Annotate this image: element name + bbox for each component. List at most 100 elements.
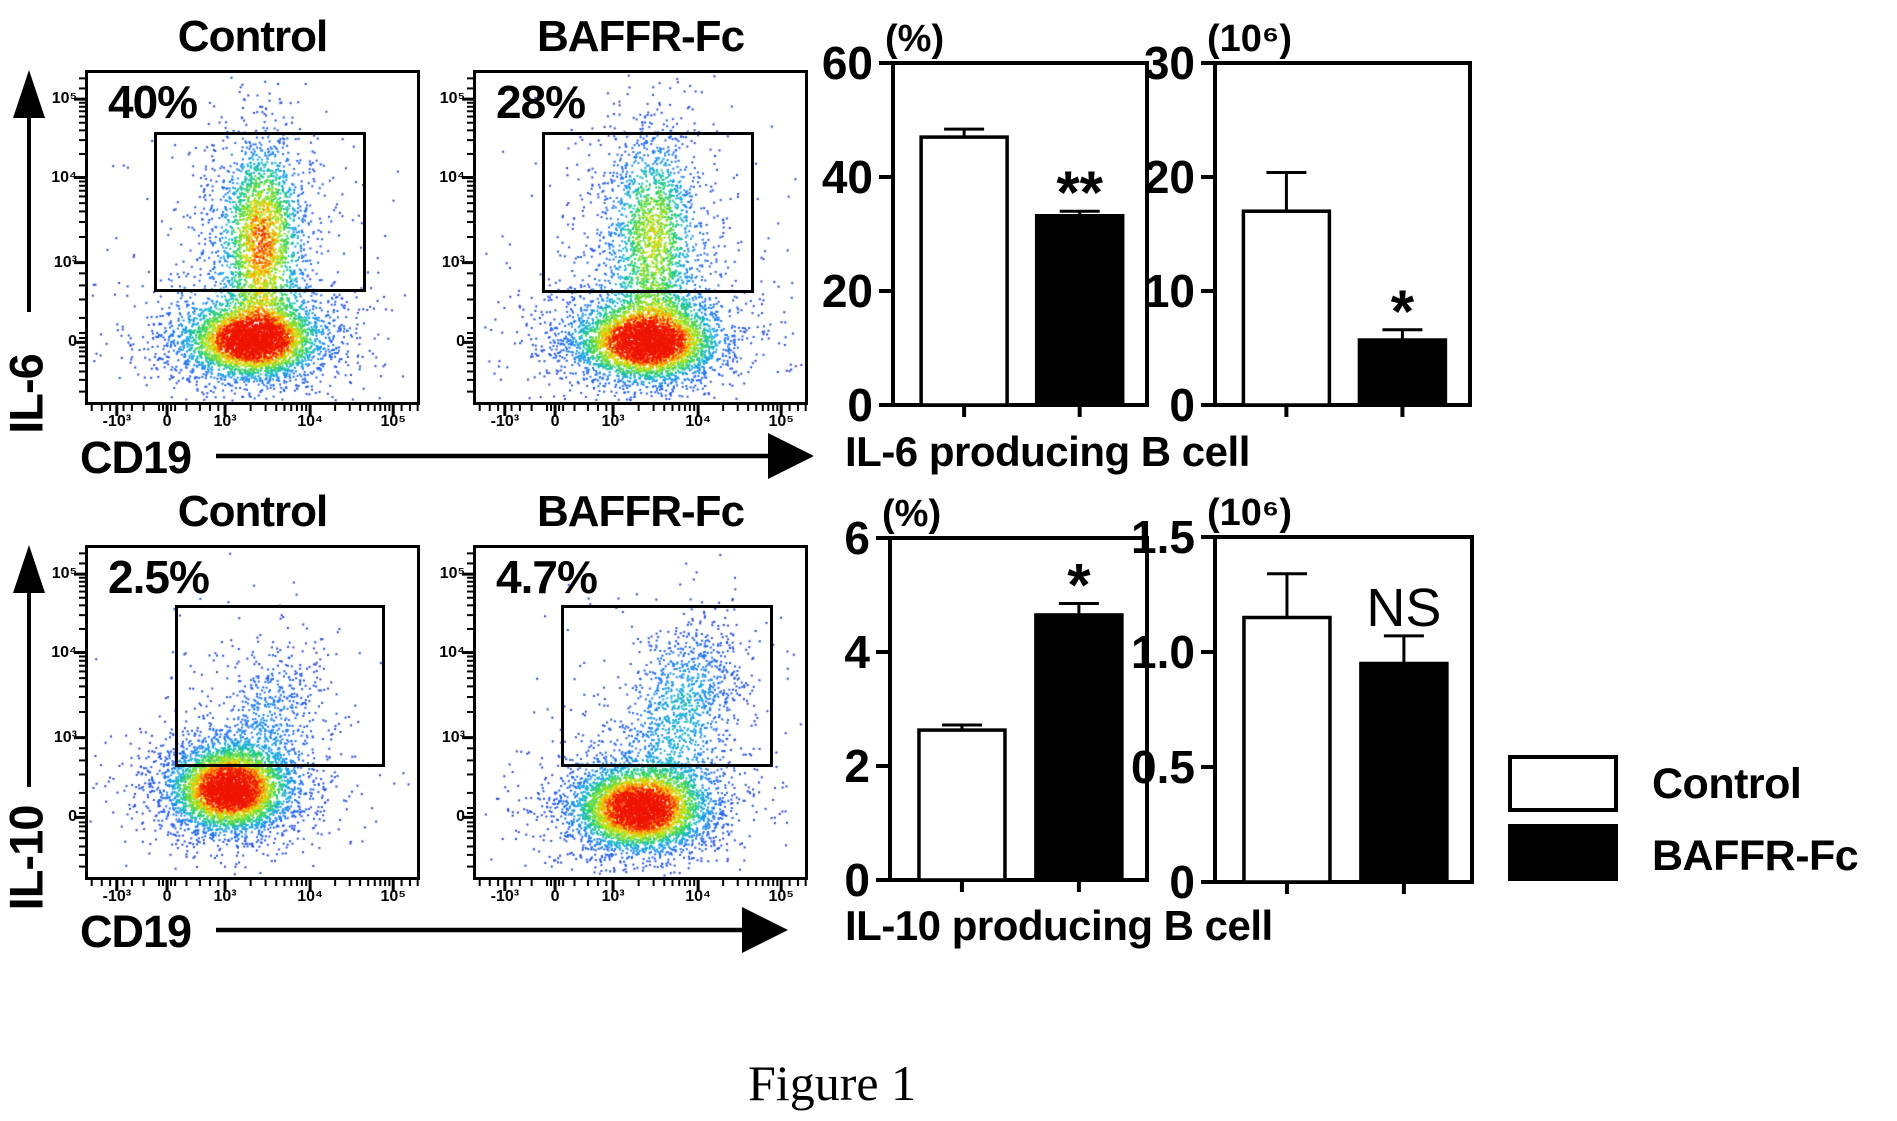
bar-baffr-fc <box>1034 214 1125 407</box>
flow-plot-il6-baffr: 28% <box>473 70 808 405</box>
bar-control <box>1241 209 1332 407</box>
x-tick-label: 10³ <box>601 888 625 905</box>
y-tick-label: 10³ <box>53 728 77 746</box>
x-tick-label: -10³ <box>490 413 520 430</box>
bar-control <box>917 728 1007 882</box>
x-tick-label: 0 <box>550 888 560 905</box>
y-tick-label: 0 <box>68 333 77 351</box>
bar-chart-frame <box>891 61 1149 407</box>
legend-label-baffr: BAFFR-Fc <box>1652 832 1859 880</box>
bar-chart-unit-label: (10⁶) <box>1207 492 1292 534</box>
flow-scatter-canvas <box>476 548 805 877</box>
flow-gate <box>560 605 774 768</box>
flow-gate <box>153 131 366 293</box>
flow-plot-il6-control: 40% <box>85 70 420 405</box>
x-tick-label: 0 <box>550 413 560 430</box>
bar-y-tick-label: 20 <box>1144 151 1195 203</box>
flow-scatter-canvas <box>476 73 805 402</box>
flow-gate <box>541 131 754 293</box>
flow-ticks-r1c0 <box>74 552 419 891</box>
x-tick-label: 10⁴ <box>685 888 711 905</box>
flow-plot-il10-baffr: 4.7% <box>473 545 808 880</box>
legend-label-control: Control <box>1652 760 1802 808</box>
flow-ticks-r0c0 <box>74 77 419 416</box>
x-axis-arrowhead-icon <box>742 907 788 953</box>
significance-label-stars: * <box>1067 552 1091 619</box>
axis-arrows <box>13 70 814 953</box>
significance-label-stars: ** <box>1056 159 1103 226</box>
flow-scatter-canvas <box>88 548 417 877</box>
significance-label-stars: * <box>1391 278 1415 345</box>
y-tick-label: 0 <box>456 333 465 351</box>
bar-y-tick-label: 60 <box>822 37 873 89</box>
y-axis-arrowhead-icon <box>13 545 45 593</box>
y-tick-label: 0 <box>456 808 465 826</box>
x-tick-label: 10³ <box>601 413 625 430</box>
x-tick-label: 10⁴ <box>297 888 323 905</box>
bar-y-tick-label: 20 <box>822 265 873 317</box>
y-tick-label: 10⁴ <box>51 643 77 661</box>
x-tick-label: -10³ <box>102 888 132 905</box>
gate-percent-label: 4.7% <box>496 551 598 603</box>
bar-chart-il6-percent: (%) 0 20 40 60 ** <box>822 18 1149 431</box>
x-tick-label: -10³ <box>102 413 132 430</box>
y-axis-label-il6: IL-6 <box>0 354 53 434</box>
bar-y-tick-label: 4 <box>844 626 870 678</box>
flow-title-il10-control: Control <box>177 487 328 536</box>
x-tick-label: -10³ <box>490 888 520 905</box>
bar-baffr-fc <box>1357 338 1448 407</box>
x-tick-label: 10⁵ <box>768 888 794 905</box>
bar-y-tick-label: 1.5 <box>1131 511 1195 563</box>
flow-title-il6-baffr: BAFFR-Fc <box>536 12 745 61</box>
bar-chart-il6-count: (10⁶) 0 10 20 30 * <box>1144 18 1472 431</box>
y-tick-label: 10⁵ <box>439 565 465 583</box>
x-tick-label: 10⁵ <box>768 413 794 430</box>
bar-control <box>1242 615 1332 884</box>
bar-y-tick-label: 10 <box>1144 265 1195 317</box>
y-tick-label: 10⁴ <box>439 643 465 661</box>
flow-ticks-r0c1 <box>462 77 807 416</box>
y-tick-label: 10³ <box>441 728 465 746</box>
y-tick-label: 10³ <box>53 253 77 271</box>
flow-ticks-r1c1 <box>462 552 807 891</box>
x-axis-label-cd19-row1: CD19 <box>80 432 192 483</box>
x-tick-label: 0 <box>162 888 172 905</box>
flow-plot-il10-control: 2.5% <box>85 545 420 880</box>
bar-control <box>919 135 1009 407</box>
y-tick-label: 0 <box>68 808 77 826</box>
bar-y-tick-label: 0 <box>1169 379 1195 431</box>
bar-chart-frame <box>1213 535 1474 884</box>
bar-chart-il10-percent: (%) 0 2 4 6 * <box>844 493 1149 906</box>
y-axis-label-il10: IL-10 <box>0 805 53 911</box>
bar-y-tick-label: 30 <box>1144 37 1195 89</box>
x-axis-arrowhead-icon <box>768 433 814 479</box>
bar-chart-il10-count: (10⁶) 0 0.5 1.0 1.5 NS <box>1131 492 1474 908</box>
gate-percent-label: 40% <box>108 76 198 128</box>
figure-caption: Figure 1 <box>748 1055 917 1111</box>
bar-chart-unit-label: (%) <box>882 493 941 535</box>
bar-chart-unit-label: (10⁶) <box>1207 18 1292 60</box>
caption-il10-producing-b-cell: IL-10 producing B cell <box>845 902 1273 949</box>
y-tick-label: 10⁵ <box>51 565 77 583</box>
x-tick-label: 10⁴ <box>297 413 323 430</box>
bar-y-tick-label: 0 <box>844 854 870 906</box>
bar-baffr-fc <box>1034 613 1124 882</box>
x-tick-label: 10⁴ <box>685 413 711 430</box>
y-axis-arrowhead-icon <box>13 70 45 118</box>
x-tick-label: 10³ <box>213 413 237 430</box>
x-tick-label: 10⁵ <box>380 888 406 905</box>
bar-y-tick-label: 0.5 <box>1131 741 1195 793</box>
x-tick-label: 0 <box>162 413 172 430</box>
caption-il6-producing-b-cell: IL-6 producing B cell <box>845 428 1250 475</box>
bar-y-tick-label: 40 <box>822 151 873 203</box>
y-tick-label: 10³ <box>441 253 465 271</box>
bar-y-tick-label: 6 <box>844 512 870 564</box>
flow-title-il10-baffr: BAFFR-Fc <box>536 487 745 536</box>
flow-scatter-canvas <box>88 73 417 402</box>
x-axis-label-cd19-row2: CD19 <box>80 906 192 957</box>
bar-chart-frame <box>1213 61 1472 407</box>
y-tick-label: 10⁵ <box>51 90 77 108</box>
gate-percent-label: 28% <box>496 76 586 128</box>
legend-swatch-baffr <box>1508 824 1618 881</box>
